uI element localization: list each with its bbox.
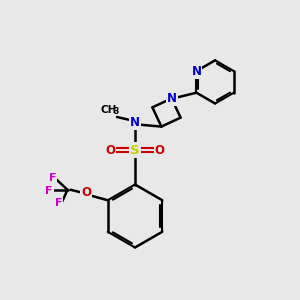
Text: F: F [45,186,53,196]
Text: F: F [55,198,62,208]
Text: O: O [154,143,165,157]
Text: N: N [191,64,201,78]
Text: N: N [167,92,177,105]
Text: O: O [81,186,91,199]
Text: F: F [49,173,56,183]
Text: 3: 3 [114,107,119,116]
Text: CH: CH [100,105,117,115]
Text: O: O [105,143,116,157]
Text: S: S [130,143,140,157]
Text: N: N [130,116,140,130]
